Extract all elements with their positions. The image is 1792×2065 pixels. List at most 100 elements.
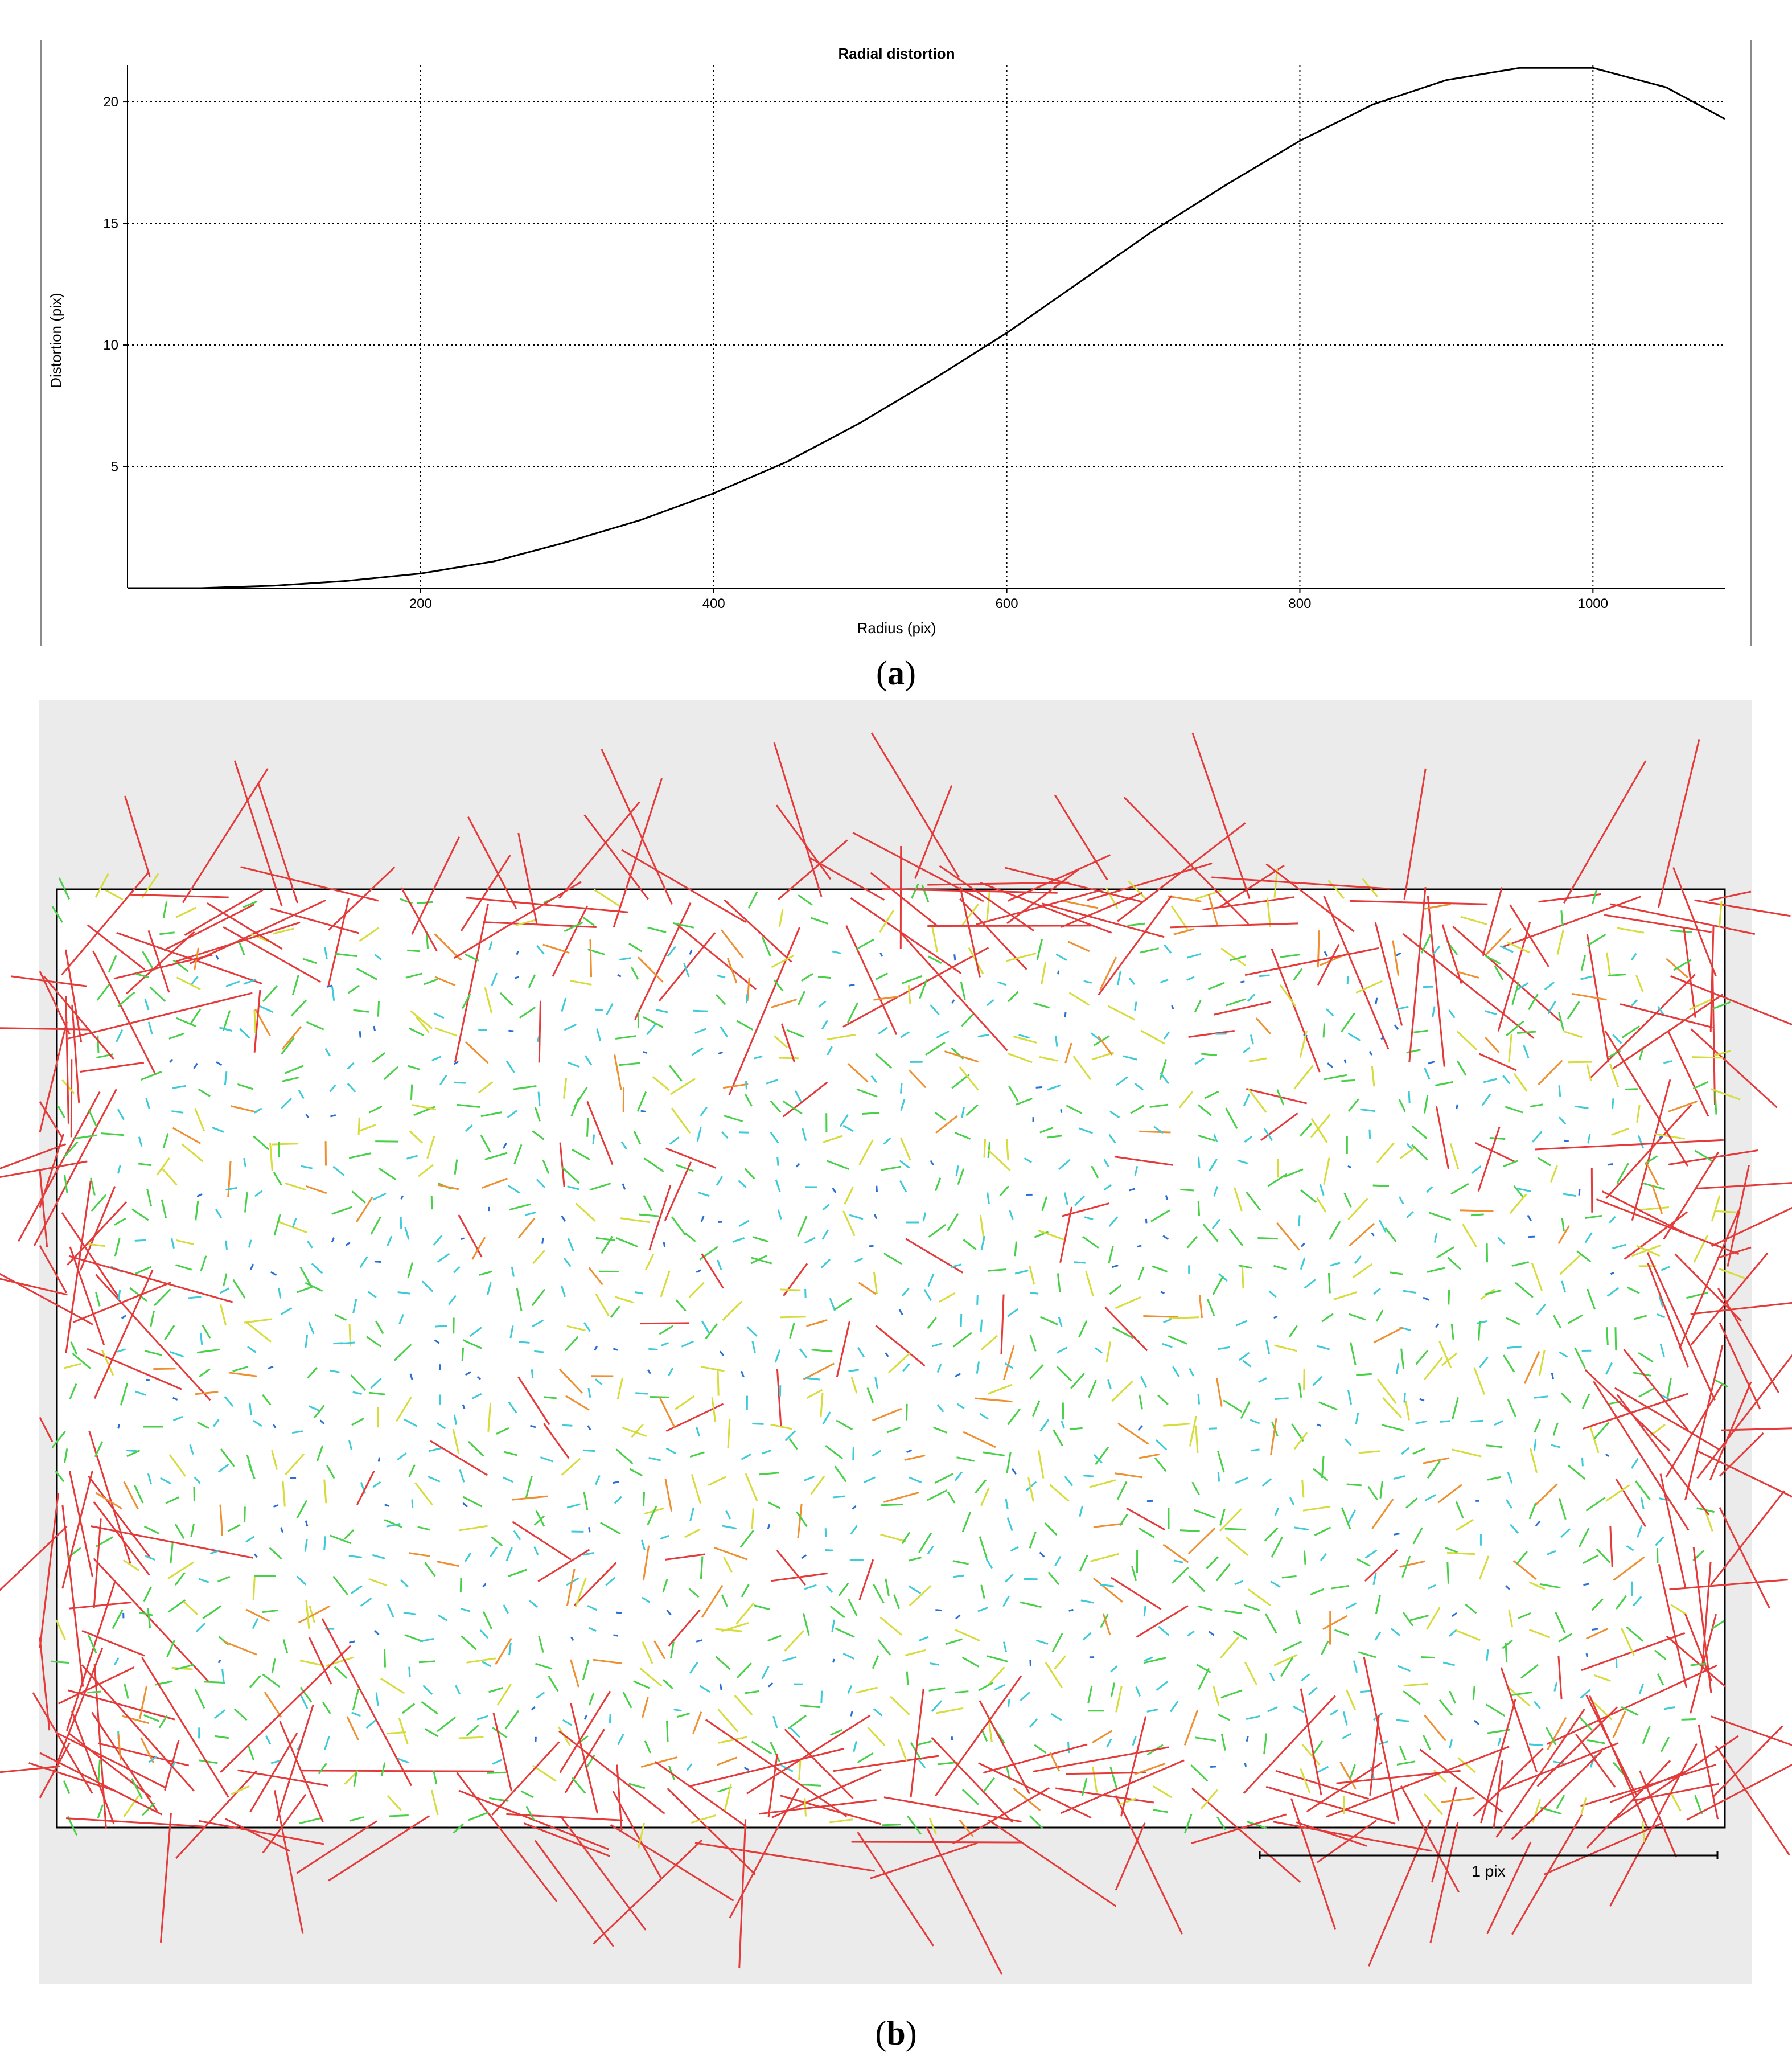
residual-vector bbox=[1690, 1614, 1717, 1714]
residual-vector bbox=[194, 947, 199, 970]
residual-vector bbox=[980, 1235, 985, 1250]
outlier-vector bbox=[57, 1666, 135, 1705]
residual-vector bbox=[1483, 1078, 1498, 1083]
residual-vector bbox=[1533, 1483, 1558, 1508]
residual-vector bbox=[961, 1013, 974, 1027]
residual-vector bbox=[992, 1725, 1005, 1744]
residual-vector bbox=[1427, 895, 1445, 1067]
residual-vector bbox=[705, 1719, 848, 1817]
residual-vector bbox=[1446, 940, 1458, 955]
residual-vector bbox=[245, 1536, 255, 1543]
residual-vector bbox=[250, 933, 269, 942]
residual-vector bbox=[1244, 1135, 1253, 1143]
residual-vector bbox=[1411, 1144, 1428, 1161]
residual-vector bbox=[873, 1272, 878, 1295]
residual-vector bbox=[616, 1377, 624, 1400]
residual-vector bbox=[1624, 1211, 1688, 1260]
residual-vector bbox=[699, 1246, 718, 1261]
residual-vector bbox=[753, 1604, 770, 1611]
residual-vector bbox=[520, 1790, 534, 1799]
residual-vector bbox=[666, 1720, 669, 1742]
residual-vector bbox=[932, 1343, 943, 1348]
outlier-vector bbox=[39, 1742, 71, 1799]
residual-vector bbox=[480, 1111, 503, 1118]
residual-vector bbox=[1317, 930, 1320, 968]
residual-vector bbox=[1330, 1262, 1341, 1267]
residual-vector bbox=[105, 889, 124, 901]
residual-vector bbox=[1531, 1262, 1543, 1291]
residual-vector bbox=[94, 873, 109, 898]
residual-vector bbox=[1406, 1049, 1421, 1054]
residual-vector bbox=[774, 1035, 788, 1049]
residual-vector bbox=[548, 1675, 559, 1692]
residual-vector bbox=[1117, 822, 1246, 922]
outlier-vector bbox=[534, 1840, 614, 1947]
residual-vector bbox=[1139, 1394, 1143, 1410]
residual-vector bbox=[1690, 1253, 1769, 1346]
residual-vector bbox=[1095, 1446, 1109, 1465]
residual-vector bbox=[487, 1402, 492, 1432]
residual-vector bbox=[1479, 1356, 1489, 1368]
residual-vector bbox=[1083, 980, 1092, 984]
residual-vector bbox=[213, 1709, 226, 1719]
residual-vector bbox=[1135, 1686, 1141, 1697]
residual-vector bbox=[1300, 1688, 1322, 1796]
residual-vector bbox=[620, 1217, 651, 1224]
residual-vector bbox=[1505, 1643, 1508, 1662]
residual-vector bbox=[438, 1364, 441, 1370]
residual-vector bbox=[664, 1479, 673, 1512]
residual-vector bbox=[1584, 1232, 1593, 1243]
residual-vector bbox=[218, 1463, 229, 1473]
residual-vector bbox=[1571, 992, 1607, 1001]
residual-vector bbox=[1585, 1694, 1637, 1795]
residual-vector bbox=[1037, 1450, 1045, 1479]
residual-vector bbox=[1275, 1770, 1370, 1800]
outlier-vector bbox=[39, 1245, 67, 1294]
residual-vector bbox=[890, 1695, 910, 1715]
residual-vector bbox=[116, 1029, 124, 1042]
residual-vector bbox=[1456, 1518, 1474, 1531]
residual-vector bbox=[1271, 1421, 1279, 1437]
residual-vector bbox=[947, 1491, 956, 1504]
residual-vector bbox=[1580, 955, 1587, 971]
residual-vector bbox=[639, 1667, 663, 1687]
residual-vector bbox=[1216, 1816, 1226, 1830]
residual-vector bbox=[299, 1660, 325, 1667]
residual-vector bbox=[737, 1662, 753, 1678]
residual-vector bbox=[1056, 1366, 1072, 1382]
residual-vector bbox=[847, 1063, 869, 1083]
residual-vector bbox=[1657, 739, 1700, 908]
residual-vector bbox=[1194, 1057, 1205, 1065]
residual-vector bbox=[307, 1241, 313, 1249]
residual-vector bbox=[1620, 1003, 1713, 1029]
residual-vector bbox=[1047, 1135, 1062, 1139]
residual-vector bbox=[418, 1660, 435, 1664]
residual-vector bbox=[1044, 1522, 1058, 1536]
residual-vector bbox=[587, 1604, 598, 1611]
residual-vector bbox=[1209, 1427, 1217, 1430]
residual-vector bbox=[219, 1504, 224, 1536]
residual-vector bbox=[140, 1737, 154, 1764]
residual-vector bbox=[417, 1526, 431, 1531]
residual-vector bbox=[291, 1218, 297, 1228]
residual-vector bbox=[218, 1636, 229, 1646]
residual-vector bbox=[162, 1133, 169, 1149]
residual-vector bbox=[1503, 1354, 1515, 1373]
residual-vector bbox=[1299, 1123, 1313, 1137]
residual-vector bbox=[873, 995, 900, 1001]
residual-vector bbox=[648, 1457, 661, 1461]
residual-vector bbox=[928, 1687, 946, 1692]
residual-vector bbox=[988, 1666, 1005, 1685]
residual-vector bbox=[68, 1547, 81, 1558]
residual-vector bbox=[108, 955, 117, 972]
residual-vector bbox=[147, 1608, 151, 1629]
residual-vector bbox=[1218, 1273, 1228, 1282]
residual-vector bbox=[117, 1109, 125, 1120]
residual-vector bbox=[1152, 1785, 1172, 1799]
residual-vector bbox=[1324, 1074, 1347, 1081]
residual-vector bbox=[437, 1182, 452, 1190]
residual-vector bbox=[767, 1754, 778, 1818]
residual-vector bbox=[197, 1421, 209, 1429]
residual-vector bbox=[842, 1652, 854, 1660]
residual-vector bbox=[794, 1090, 803, 1104]
